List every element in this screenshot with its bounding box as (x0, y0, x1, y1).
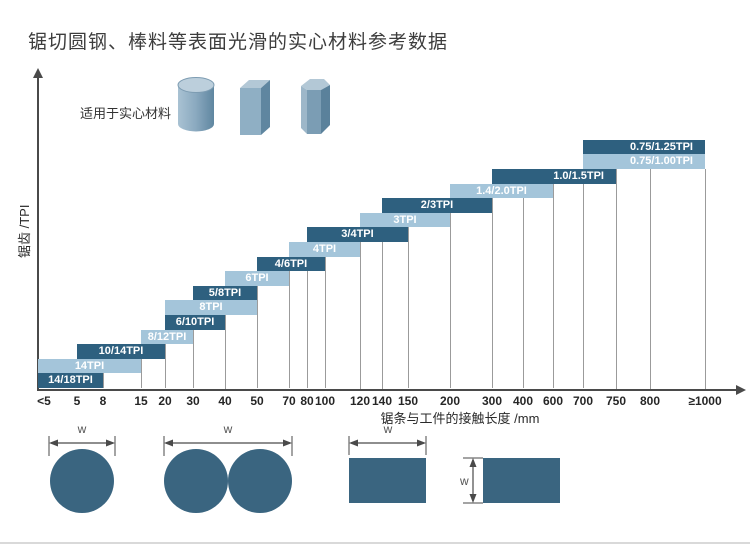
guide-line (325, 256, 326, 389)
guide-line (225, 315, 226, 389)
y-axis-arrow-icon (32, 68, 43, 78)
tpi-bar: 1.0/1.5TPI (492, 169, 616, 184)
tpi-bar: 14/18TPI (38, 373, 103, 388)
tpi-bar: 0.75/1.00TPI (583, 154, 705, 169)
guide-line (360, 242, 361, 389)
x-tick-label: 80 (300, 394, 314, 408)
guide-line (307, 271, 308, 389)
guide-line (141, 358, 142, 389)
x-tick-label: 300 (481, 394, 503, 408)
tpi-bar: 3TPI (360, 212, 450, 228)
x-tick-label: <5 (37, 394, 51, 408)
guide-line (289, 271, 290, 389)
x-tick-label: 600 (542, 394, 564, 408)
x-axis-arrow-icon (736, 384, 746, 395)
guide-line (650, 169, 651, 389)
guide-line (492, 198, 493, 389)
x-tick-label: 100 (314, 394, 336, 408)
guide-line (523, 198, 524, 389)
y-axis-line (36, 78, 39, 389)
x-tick-label: 800 (639, 394, 661, 408)
tpi-bar: 8/12TPI (141, 329, 193, 345)
tpi-bar: 5/8TPI (193, 285, 257, 301)
x-tick-label: 8 (99, 394, 107, 408)
x-axis-line (37, 388, 737, 391)
x-tick-label: ≥1000 (688, 394, 722, 408)
square-bar-icon (240, 80, 270, 135)
tpi-bar: 3/4TPI (307, 227, 408, 242)
guide-line (257, 285, 258, 389)
tpi-bar: 6/10TPI (165, 315, 225, 330)
tpi-bar: 8TPI (165, 300, 257, 315)
x-tick-label: 120 (349, 394, 371, 408)
tpi-bar: 2/3TPI (382, 198, 492, 213)
legend-label: 适用于实心材料 (80, 106, 172, 121)
guide-line (382, 242, 383, 389)
page-title: 锯切圆钢、棒料等表面光滑的实心材料参考数据 (28, 32, 449, 53)
x-axis-title: 锯条与工件的接触长度 /mm (380, 411, 540, 426)
guide-line (553, 183, 554, 389)
round-bar-section-diagram: w (48, 422, 116, 513)
y-axis-title: 锯齿 /TPI (17, 204, 32, 258)
guide-line (450, 212, 451, 389)
tpi-bar: 6TPI (225, 271, 289, 286)
guide-line (616, 169, 617, 389)
guide-line (583, 183, 584, 389)
double-round-bar-section-diagram: w (163, 422, 293, 513)
dimension-label: w (383, 422, 393, 436)
cylinder-icon (177, 77, 215, 132)
dimension-label: w (459, 474, 469, 488)
tpi-bar: 10/14TPI (77, 344, 165, 359)
x-tick-label: 400 (512, 394, 534, 408)
x-tick-label: 50 (250, 394, 264, 408)
tpi-bar: 4TPI (289, 242, 360, 257)
x-tick-label: 20 (158, 394, 172, 408)
tpi-bar: 14TPI (38, 358, 141, 374)
tpi-bar: 0.75/1.25TPI (583, 139, 705, 155)
flat-bar-width-diagram: w (348, 422, 427, 503)
tpi-bar: 4/6TPI (257, 256, 325, 272)
x-tick-label: 700 (572, 394, 594, 408)
x-tick-label: 70 (282, 394, 296, 408)
x-tick-label: 750 (605, 394, 627, 408)
x-tick-label: 140 (371, 394, 393, 408)
flat-bar-height-diagram: w (459, 457, 560, 504)
guide-line (193, 329, 194, 389)
x-tick-label: 200 (439, 394, 461, 408)
tpi-bar: 1.4/2.0TPI (450, 183, 553, 199)
guide-line (103, 373, 104, 389)
guide-line (705, 169, 706, 389)
guide-line (165, 344, 166, 389)
x-tick-label: 15 (134, 394, 148, 408)
dimension-label: w (223, 422, 233, 436)
guide-line (408, 227, 409, 389)
x-tick-label: 30 (186, 394, 200, 408)
hexagonal-bar-icon (301, 79, 330, 134)
x-tick-label: 40 (218, 394, 232, 408)
x-tick-label: 5 (73, 394, 81, 408)
x-tick-label: 150 (397, 394, 419, 408)
dimension-label: w (77, 422, 87, 436)
